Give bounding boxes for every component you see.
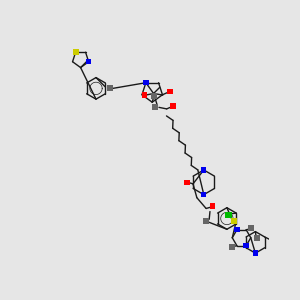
FancyBboxPatch shape [86,59,92,64]
FancyBboxPatch shape [234,227,240,232]
FancyBboxPatch shape [170,103,176,109]
FancyBboxPatch shape [229,244,236,250]
FancyBboxPatch shape [167,89,173,94]
FancyBboxPatch shape [73,49,79,55]
FancyBboxPatch shape [203,218,209,224]
FancyBboxPatch shape [151,93,157,99]
FancyBboxPatch shape [210,203,215,209]
FancyBboxPatch shape [244,243,249,248]
FancyBboxPatch shape [253,250,258,256]
FancyBboxPatch shape [142,92,147,98]
FancyBboxPatch shape [201,192,206,197]
FancyBboxPatch shape [254,235,260,241]
FancyBboxPatch shape [201,167,206,173]
FancyBboxPatch shape [143,80,148,86]
FancyBboxPatch shape [248,225,254,231]
FancyBboxPatch shape [231,218,237,224]
FancyBboxPatch shape [184,180,190,185]
FancyBboxPatch shape [107,85,113,92]
FancyBboxPatch shape [152,104,158,110]
FancyBboxPatch shape [226,212,232,218]
